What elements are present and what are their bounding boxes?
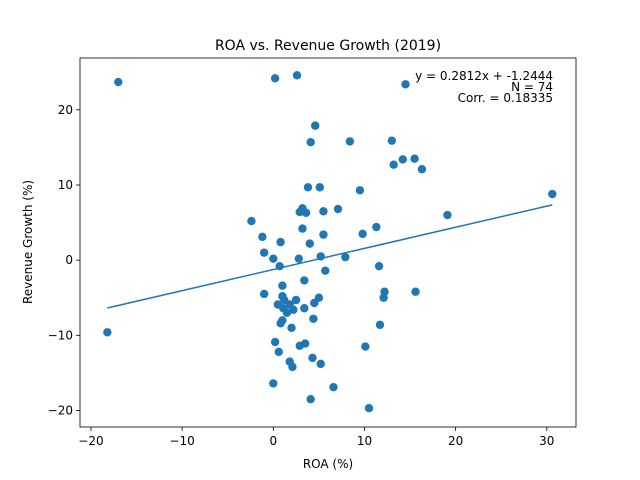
data-point bbox=[375, 320, 385, 329]
data-point bbox=[282, 308, 292, 317]
data-point bbox=[295, 341, 304, 351]
data-point bbox=[103, 328, 112, 337]
data-point bbox=[321, 266, 330, 275]
data-point bbox=[298, 224, 307, 233]
data-point bbox=[259, 248, 269, 257]
data-point bbox=[259, 289, 269, 299]
y-tick-label: −20 bbox=[48, 403, 73, 417]
data-point bbox=[295, 207, 304, 217]
data-point bbox=[333, 204, 343, 214]
plot-frame bbox=[79, 57, 577, 428]
data-point bbox=[306, 394, 315, 404]
data-point bbox=[319, 230, 328, 239]
data-point bbox=[276, 319, 285, 328]
data-point bbox=[341, 252, 350, 262]
data-point bbox=[274, 347, 283, 357]
data-point bbox=[372, 222, 381, 232]
data-point bbox=[311, 121, 320, 130]
sample-size: N = 74 bbox=[511, 80, 553, 94]
data-point bbox=[292, 71, 302, 80]
points-layer bbox=[103, 71, 557, 413]
data-point bbox=[411, 287, 420, 296]
data-point bbox=[417, 165, 427, 174]
x-axis-ticks: −20 −10 0 10 20 30 bbox=[78, 427, 554, 448]
data-point bbox=[303, 183, 313, 192]
data-point bbox=[306, 137, 315, 147]
data-point bbox=[114, 77, 123, 87]
data-point bbox=[389, 160, 398, 169]
data-point bbox=[315, 183, 324, 192]
y-axis-ticks: −20 −10 0 10 20 bbox=[48, 103, 80, 417]
data-point bbox=[269, 379, 278, 388]
data-point bbox=[401, 80, 410, 89]
y-tick-label: 10 bbox=[58, 178, 73, 192]
data-point bbox=[355, 186, 365, 195]
data-point bbox=[270, 74, 280, 83]
data-point bbox=[374, 261, 384, 271]
data-point bbox=[288, 362, 297, 372]
data-point bbox=[289, 305, 298, 314]
data-point bbox=[305, 239, 314, 248]
data-point bbox=[294, 254, 304, 263]
data-point bbox=[329, 382, 338, 392]
x-tick-label: 0 bbox=[269, 434, 277, 448]
y-tick-label: 0 bbox=[65, 253, 73, 267]
data-point bbox=[316, 252, 325, 261]
data-point bbox=[310, 298, 319, 308]
data-point bbox=[287, 323, 296, 332]
data-point bbox=[387, 136, 397, 145]
trendline bbox=[107, 204, 553, 309]
data-point bbox=[316, 359, 325, 369]
data-point bbox=[398, 155, 407, 164]
data-point bbox=[410, 154, 419, 163]
data-point bbox=[364, 404, 374, 413]
y-tick-label: −10 bbox=[48, 328, 73, 342]
data-point bbox=[443, 210, 452, 220]
data-point bbox=[258, 232, 267, 242]
data-point bbox=[247, 216, 256, 226]
x-tick-label: 30 bbox=[539, 434, 554, 448]
data-point bbox=[301, 208, 311, 218]
x-tick-label: −10 bbox=[169, 434, 194, 448]
regression-equation: y = 0.2812x + -1.2444 bbox=[415, 69, 553, 83]
data-point bbox=[379, 293, 388, 302]
data-point bbox=[276, 237, 285, 247]
x-tick-label: 20 bbox=[448, 434, 463, 448]
data-point bbox=[345, 137, 355, 146]
data-point bbox=[548, 189, 557, 199]
x-tick-label: 10 bbox=[357, 434, 372, 448]
correlation: Corr. = 0.18335 bbox=[458, 91, 553, 105]
y-tick-label: 20 bbox=[58, 103, 73, 117]
data-point bbox=[319, 207, 328, 216]
chart-title: ROA vs. Revenue Growth (2019) bbox=[215, 38, 441, 54]
data-point bbox=[300, 304, 309, 313]
data-point bbox=[300, 276, 309, 285]
data-point bbox=[275, 261, 284, 271]
y-axis-label: Revenue Growth (%) bbox=[21, 180, 35, 304]
data-point bbox=[291, 295, 301, 305]
data-point bbox=[308, 353, 317, 363]
data-point bbox=[278, 281, 287, 290]
trendline-layer bbox=[107, 204, 553, 309]
data-point bbox=[309, 314, 318, 323]
x-axis-label: ROA (%) bbox=[303, 457, 353, 471]
data-point bbox=[358, 229, 367, 239]
data-point bbox=[269, 254, 278, 263]
x-tick-label: −20 bbox=[78, 434, 103, 448]
data-point bbox=[361, 342, 370, 351]
data-point bbox=[270, 337, 280, 347]
